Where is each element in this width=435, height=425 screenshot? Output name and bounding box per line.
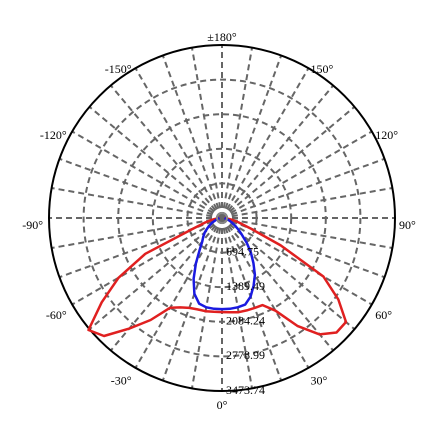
series-line bbox=[87, 216, 348, 338]
grid-spoke bbox=[88, 217, 223, 330]
grid-spoke bbox=[190, 217, 223, 389]
grid-spoke bbox=[221, 217, 283, 381]
grid-spoke bbox=[221, 130, 373, 219]
grid-spoke bbox=[221, 157, 385, 219]
labels: 694.75 1389.49 2084.24 2778.99 3473.74 ±180° 1… bbox=[22, 30, 416, 412]
grid-spoke bbox=[71, 217, 223, 306]
theta-tick-label: ±180° bbox=[207, 30, 237, 44]
series-line bbox=[192, 216, 257, 311]
r-tick-label: 2778.99 bbox=[226, 348, 265, 362]
grid-spoke bbox=[221, 217, 254, 389]
r-tick-label: 694.75 bbox=[226, 244, 259, 258]
grid-spoke bbox=[51, 217, 223, 250]
grid-spoke bbox=[71, 130, 223, 219]
grid-spoke bbox=[88, 106, 223, 219]
grid-ring bbox=[186, 182, 258, 254]
theta-tick-label: -90° bbox=[22, 218, 43, 232]
theta-tick-label: 30° bbox=[311, 374, 328, 388]
grid-spoke bbox=[134, 67, 223, 219]
grid-spoke bbox=[221, 217, 393, 250]
grid-spoke bbox=[221, 217, 373, 306]
plot-area bbox=[87, 216, 348, 338]
theta-tick-label: 150° bbox=[311, 62, 334, 76]
theta-tick-label: 120° bbox=[375, 128, 398, 142]
outer-circle bbox=[48, 44, 396, 392]
grid-spoke bbox=[221, 47, 254, 219]
grid-spoke bbox=[59, 157, 223, 219]
r-tick-label: 2084.24 bbox=[226, 314, 265, 328]
grid-ring bbox=[151, 147, 293, 289]
grid-spoke bbox=[161, 55, 223, 219]
center-ring bbox=[216, 212, 228, 224]
grid-spoke bbox=[51, 186, 223, 219]
theta-tick-label: 90° bbox=[399, 218, 416, 232]
theta-tick-label: -60° bbox=[46, 308, 67, 322]
grid-spoke bbox=[134, 217, 223, 369]
grid-spoke bbox=[221, 106, 356, 219]
grid-spoke bbox=[221, 67, 310, 219]
grid-spoke bbox=[161, 217, 223, 381]
grid-ring bbox=[82, 78, 362, 358]
theta-tick-label: -150° bbox=[105, 62, 132, 76]
theta-tick-label: -120° bbox=[40, 128, 67, 142]
grid-spoke bbox=[190, 47, 223, 219]
theta-tick-label: 60° bbox=[375, 308, 392, 322]
r-tick-label: 3473.74 bbox=[226, 383, 265, 397]
grid-spoke bbox=[59, 217, 223, 279]
grid-spoke bbox=[221, 217, 310, 369]
theta-tick-label: -30° bbox=[111, 374, 132, 388]
grid-spoke bbox=[221, 217, 334, 352]
grid-spoke bbox=[221, 217, 385, 279]
theta-tick-label: 0° bbox=[217, 398, 228, 412]
grid-spoke bbox=[221, 217, 356, 330]
grid-ring bbox=[117, 113, 327, 323]
grid-spoke bbox=[110, 84, 223, 219]
r-tick-label: 1389.49 bbox=[226, 279, 265, 293]
grid-spoke bbox=[221, 84, 334, 219]
grid-spoke bbox=[221, 186, 393, 219]
grid-spoke bbox=[221, 55, 283, 219]
